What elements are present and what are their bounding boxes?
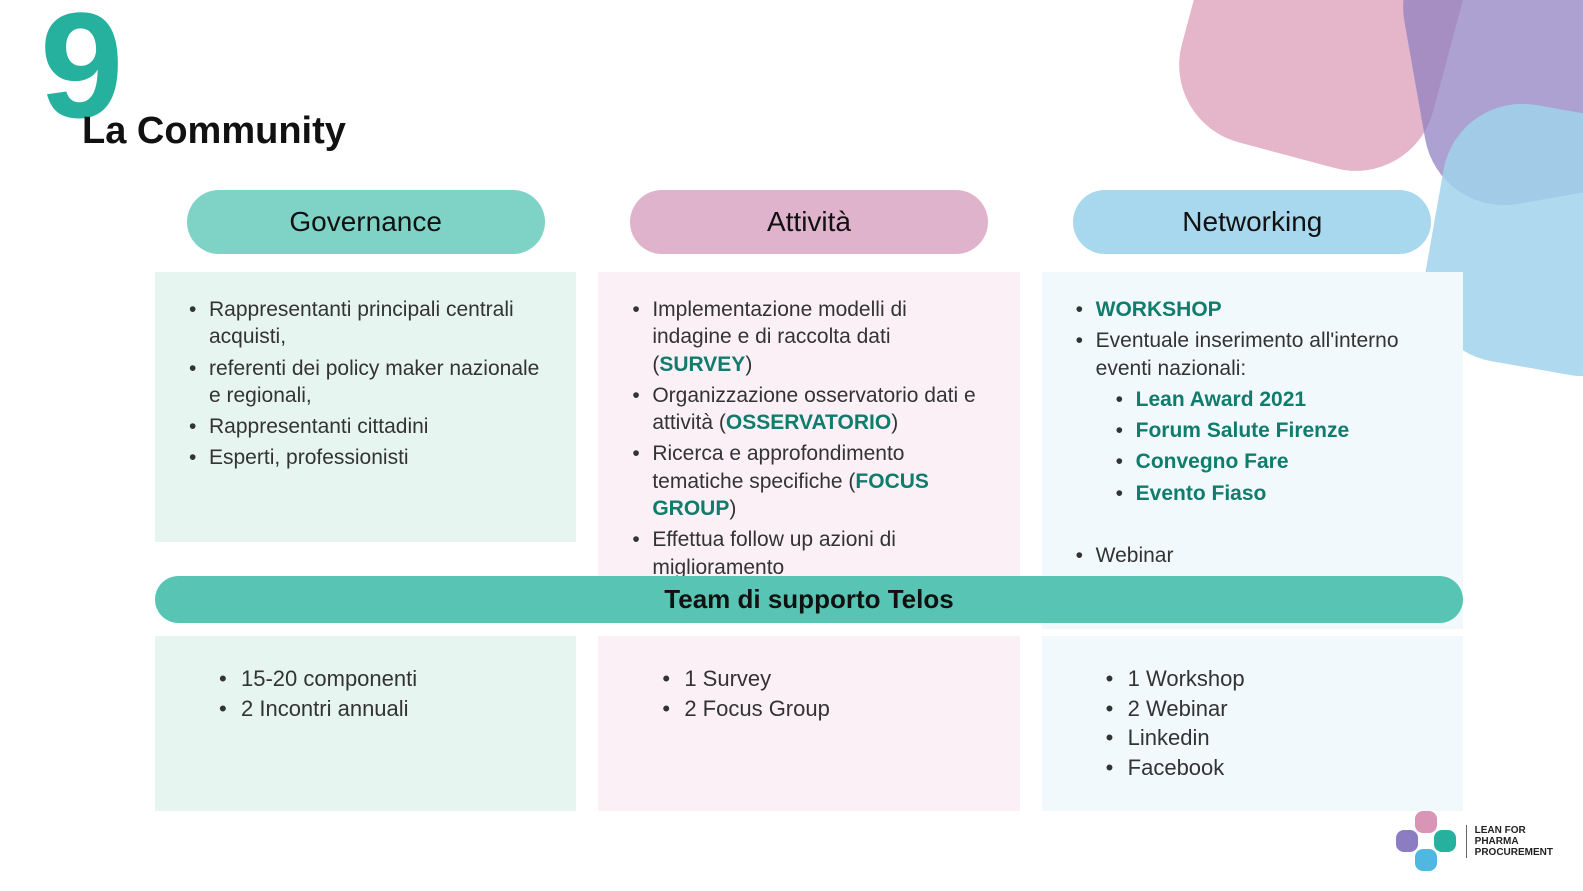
governance-item: referenti dei policy maker nazionale e r… bbox=[185, 355, 546, 410]
networking-event: Forum Salute Firenze bbox=[1072, 417, 1433, 444]
column-governance: Governance Rappresentanti principali cen… bbox=[155, 190, 576, 629]
attivita-item: Organizzazione osservatorio dati e attiv… bbox=[628, 382, 989, 437]
governance-item: Rappresentanti principali centrali acqui… bbox=[185, 296, 546, 351]
attivita-item: Implementazione modelli di indagine e di… bbox=[628, 296, 989, 378]
bottom-attivita-box: 1 Survey 2 Focus Group bbox=[598, 636, 1019, 811]
bottom-item: 15-20 componenti bbox=[215, 664, 516, 694]
bottom-item: 1 Survey bbox=[658, 664, 959, 694]
support-team-bar: Team di supporto Telos bbox=[155, 576, 1463, 623]
networking-events-intro: Eventuale inserimento all'interno eventi… bbox=[1072, 327, 1433, 382]
networking-event: Evento Fiaso bbox=[1072, 480, 1433, 507]
bottom-item: Facebook bbox=[1102, 753, 1403, 783]
bottom-item: 2 Focus Group bbox=[658, 694, 959, 724]
attivita-item: Ricerca e approfondimento tematiche spec… bbox=[628, 440, 989, 522]
networking-extra: Webinar bbox=[1072, 542, 1433, 569]
column-networking: Networking WORKSHOP Eventuale inseriment… bbox=[1042, 190, 1463, 629]
logo-text: LEAN FORPHARMAPROCUREMENT bbox=[1466, 825, 1553, 858]
bottom-item: Linkedin bbox=[1102, 723, 1403, 753]
governance-item: Rappresentanti cittadini bbox=[185, 413, 546, 440]
governance-header-pill: Governance bbox=[187, 190, 545, 254]
networking-header-pill: Networking bbox=[1073, 190, 1431, 254]
bottom-row: 15-20 componenti 2 Incontri annuali 1 Su… bbox=[155, 636, 1463, 811]
footer-logo: LEAN FORPHARMAPROCUREMENT bbox=[1396, 811, 1553, 871]
attivita-header-pill: Attività bbox=[630, 190, 988, 254]
bottom-item: 2 Webinar bbox=[1102, 694, 1403, 724]
networking-workshop: WORKSHOP bbox=[1072, 296, 1433, 323]
attivita-box: Implementazione modelli di indagine e di… bbox=[598, 272, 1019, 609]
attivita-item: Effettua follow up azioni di miglioramen… bbox=[628, 526, 989, 581]
bottom-item: 2 Incontri annuali bbox=[215, 694, 516, 724]
column-attivita: Attività Implementazione modelli di inda… bbox=[598, 190, 1019, 629]
bottom-governance-box: 15-20 componenti 2 Incontri annuali bbox=[155, 636, 576, 811]
bottom-item: 1 Workshop bbox=[1102, 664, 1403, 694]
columns-row: Governance Rappresentanti principali cen… bbox=[155, 190, 1463, 629]
governance-item: Esperti, professionisti bbox=[185, 444, 546, 471]
logo-mark-icon bbox=[1396, 811, 1456, 871]
governance-box: Rappresentanti principali centrali acqui… bbox=[155, 272, 576, 542]
networking-event: Convegno Fare bbox=[1072, 448, 1433, 475]
bottom-networking-box: 1 Workshop 2 Webinar Linkedin Facebook bbox=[1042, 636, 1463, 811]
networking-event: Lean Award 2021 bbox=[1072, 386, 1433, 413]
slide-title: La Community bbox=[82, 110, 346, 153]
